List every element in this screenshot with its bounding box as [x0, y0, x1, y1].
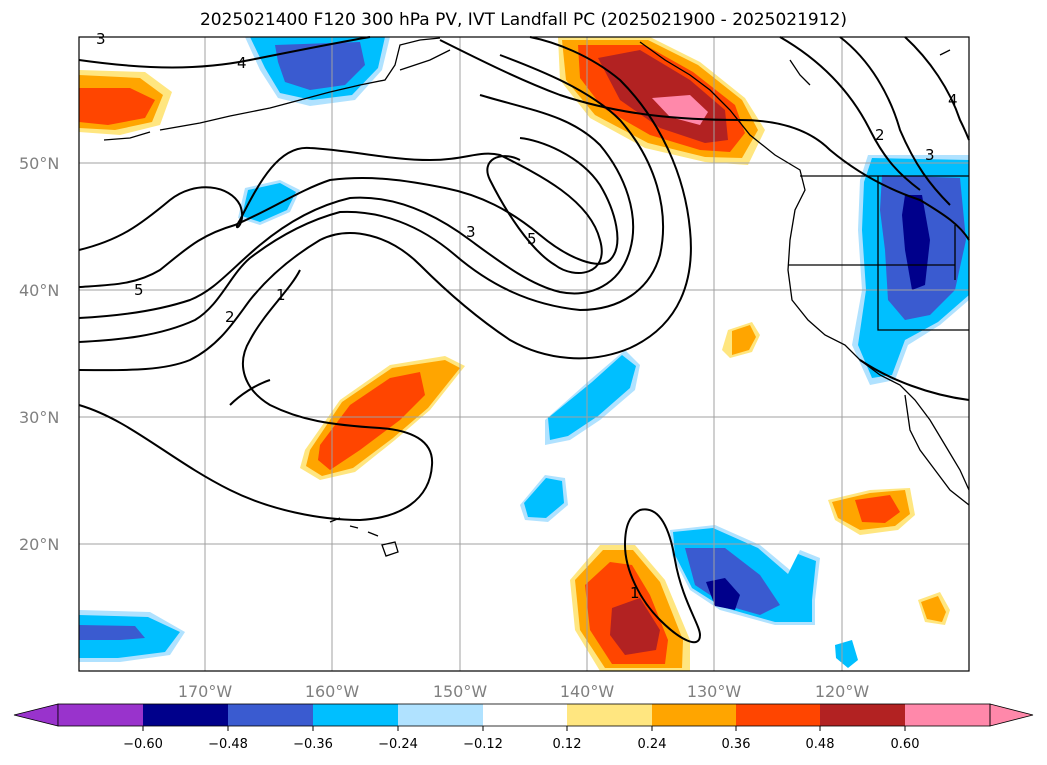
lon-label: 170°W: [178, 682, 233, 701]
warm-anomaly-baja: [828, 488, 950, 625]
contour-label: 3: [96, 30, 106, 48]
contour-labels: 5 2 1 3 5 4 3 2 3 4 1: [96, 30, 958, 602]
cold-anomaly-middle: [520, 350, 640, 522]
cold-anomaly-sw: [79, 610, 185, 662]
colorbar-extend-max: [989, 703, 1034, 727]
lon-label: 120°W: [815, 682, 870, 701]
colorbar-tick-label: 0.60: [891, 737, 920, 752]
colorbar-tick-label: 0.36: [722, 737, 751, 752]
warm-anomaly-small-1: [722, 322, 760, 358]
lat-label: 50°N: [19, 154, 59, 173]
lat-label: 20°N: [19, 535, 59, 554]
colorbar-tick-label: 0.24: [638, 737, 667, 752]
contour-label: 4: [237, 54, 247, 72]
colorbar: −0.60 −0.48 −0.36 −0.24 −0.12 0.12 0.24 …: [13, 703, 1034, 752]
contour-label: 2: [875, 126, 885, 144]
cold-anomaly-south: [670, 525, 858, 668]
longitude-labels: 170°W 160°W 150°W 140°W 130°W 120°W: [178, 682, 870, 701]
contour-label: 4: [948, 91, 958, 109]
map-background: [79, 37, 969, 671]
ivt-shading: [79, 37, 969, 671]
lon-label: 150°W: [433, 682, 488, 701]
warm-anomaly-nw: [79, 70, 172, 135]
map-frame: [78, 36, 970, 672]
colorbar-tick-label: −0.36: [293, 737, 333, 752]
lon-label: 160°W: [305, 682, 360, 701]
colorbar-tick-label: −0.12: [463, 737, 503, 752]
contour-label: 3: [466, 223, 476, 241]
lon-label: 130°W: [687, 682, 742, 701]
contour-label: 5: [527, 230, 537, 248]
warm-anomaly-central: [300, 356, 465, 480]
colorbar-tick-label: −0.48: [208, 737, 248, 752]
colorbar-extend-min: [13, 703, 59, 727]
map-title: 2025021400 F120 300 hPa PV, IVT Landfall…: [199, 10, 847, 30]
pv-contours: [78, 36, 970, 644]
contour-label: 1: [630, 584, 640, 602]
warm-anomaly-south: [570, 545, 690, 671]
contour-label: 1: [276, 286, 286, 304]
lat-label: 40°N: [19, 281, 59, 300]
contour-label: 3: [925, 146, 935, 164]
latitude-labels: 50°N 40°N 30°N 20°N: [19, 154, 59, 554]
lat-label: 30°N: [19, 408, 59, 427]
colorbar-tick-label: 0.48: [806, 737, 835, 752]
lon-label: 140°W: [560, 682, 615, 701]
warm-anomaly-bc: [558, 37, 765, 165]
contour-label: 2: [225, 308, 235, 326]
colorbar-tick-label: −0.60: [123, 737, 163, 752]
cold-anomaly-us-west: [852, 155, 969, 385]
colorbar-tick-label: 0.12: [553, 737, 582, 752]
gridlines: [79, 37, 969, 671]
contour-label: 5: [134, 281, 144, 299]
colorbar-tick-label: −0.24: [378, 737, 418, 752]
